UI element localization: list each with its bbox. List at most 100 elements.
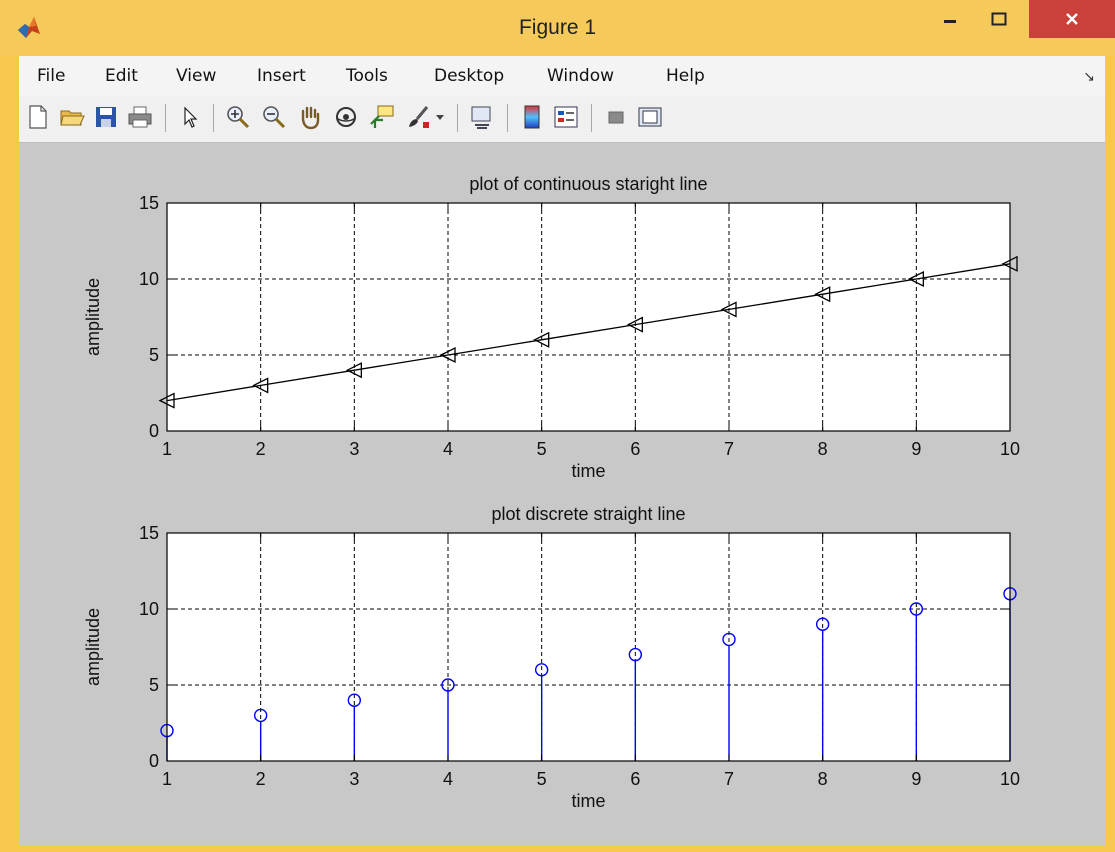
x-tick-label: 8 [818, 439, 828, 459]
maximize-icon [991, 12, 1007, 26]
menu-view[interactable]: View [176, 66, 217, 86]
pan-hand-icon [301, 106, 320, 130]
plots-svg: 1 2 3 4 5 6 7 8 9 10 0 5 10 15 plot of continuous star… [83, 174, 1020, 811]
close-button[interactable] [1029, 0, 1115, 38]
y-axis-label: amplitude [83, 278, 103, 356]
x-tick-label: 1 [162, 769, 172, 789]
x-tick-label: 5 [537, 769, 547, 789]
save-button[interactable] [91, 102, 121, 132]
triangle-marker [439, 346, 456, 364]
brush-button[interactable] [403, 102, 433, 132]
menu-window[interactable]: Window [547, 66, 615, 86]
menu-help[interactable]: Help [666, 66, 705, 86]
brush-dropdown-icon [436, 115, 444, 120]
dock-arrow-icon[interactable]: ↘ [1083, 68, 1095, 84]
triangle-marker [345, 362, 362, 379]
x-tick-label: 3 [349, 439, 359, 459]
rotate-3d-button[interactable] [331, 102, 361, 132]
figure-client-area: File Edit View Insert Tools Desktop Wind… [19, 56, 1105, 846]
hide-plot-tools-button[interactable] [601, 102, 631, 132]
zoom-in-icon [227, 106, 250, 129]
toolbar-separator [591, 104, 592, 132]
menu-edit[interactable]: Edit [105, 66, 138, 86]
minimize-icon [944, 20, 956, 23]
plot-area [167, 203, 1010, 431]
x-tick-label: 2 [256, 439, 266, 459]
stem-marker [253, 708, 268, 723]
zoom-in-button[interactable] [223, 102, 253, 132]
matlab-logo-icon [16, 14, 42, 40]
colorbar-icon [524, 105, 540, 129]
data-cursor-icon [370, 105, 394, 128]
maximize-button[interactable] [976, 0, 1022, 38]
y-tick-label: 10 [139, 269, 159, 289]
triangle-marker [720, 301, 737, 318]
x-tick-label: 10 [1000, 769, 1020, 789]
x-tick-label: 4 [443, 769, 453, 789]
axes-1: 1 2 3 4 5 6 7 8 9 10 0 5 10 15 plot of continuous star… [83, 174, 1020, 481]
print-icon [128, 106, 152, 128]
edit-plot-button[interactable] [175, 102, 205, 132]
menu-desktop[interactable]: Desktop [434, 66, 505, 86]
link-plot-button[interactable] [467, 102, 497, 132]
menu-tools[interactable]: Tools [346, 66, 388, 86]
legend-button[interactable] [551, 102, 581, 132]
x-tick-label: 6 [630, 439, 640, 459]
menu-insert[interactable]: Insert [257, 66, 306, 86]
open-file-icon [60, 110, 85, 126]
x-tick-label: 3 [349, 769, 359, 789]
axes-frame [166, 532, 1011, 762]
data-cursor-button[interactable] [367, 102, 397, 132]
figure-toolbar [19, 96, 1105, 143]
x-tick-label: 8 [818, 769, 828, 789]
x-tick-label: 2 [256, 769, 266, 789]
y-tick-label: 5 [149, 345, 159, 365]
show-plot-tools-icon [638, 107, 662, 127]
menu-bar: File Edit View Insert Tools Desktop Wind… [19, 56, 1105, 96]
title-bar[interactable]: Figure 1 [0, 0, 1115, 56]
toolbar-separator [507, 104, 508, 132]
legend-icon [554, 106, 578, 128]
open-file-button[interactable] [57, 102, 87, 132]
triangle-marker [252, 377, 269, 394]
toolbar-separator [213, 104, 214, 132]
chart-title: plot of continuous staright line [469, 174, 707, 194]
x-tick-label: 9 [911, 439, 921, 459]
x-axis-label: time [571, 791, 605, 811]
menu-file[interactable]: File [37, 66, 66, 86]
stem-marker [441, 678, 455, 692]
zoom-out-button[interactable] [259, 102, 289, 132]
pan-button[interactable] [295, 102, 325, 132]
toolbar-separator [165, 104, 166, 132]
stem-marker [722, 632, 736, 647]
chart-title: plot discrete straight line [491, 504, 685, 524]
y-tick-label: 0 [149, 751, 159, 771]
show-plot-tools-button[interactable] [635, 102, 665, 132]
y-tick-label: 5 [149, 675, 159, 695]
new-figure-button[interactable] [23, 102, 53, 132]
triangle-marker [814, 286, 831, 303]
toolbar-separator [457, 104, 458, 132]
minimize-button[interactable] [928, 0, 972, 38]
triangle-marker [907, 270, 924, 288]
edit-plot-arrow-icon [184, 106, 198, 128]
close-icon [1066, 13, 1078, 25]
hide-plot-tools-icon [608, 111, 624, 124]
figure-canvas: 1 2 3 4 5 6 7 8 9 10 0 5 10 15 plot of continuous star… [19, 143, 1105, 846]
new-figure-icon [29, 105, 47, 129]
brush-dropdown-button[interactable] [431, 102, 449, 132]
y-tick-label: 15 [139, 523, 159, 543]
x-tick-label: 7 [724, 769, 734, 789]
triangle-marker [533, 331, 550, 348]
plot-area [167, 533, 1010, 761]
stem-marker [347, 693, 362, 707]
axes-2: 1 2 3 4 5 6 7 8 9 10 0 5 10 15 plot discrete straight … [83, 504, 1020, 811]
link-plot-icon [471, 106, 491, 129]
triangle-marker [626, 316, 643, 333]
colorbar-button[interactable] [517, 102, 547, 132]
print-button[interactable] [125, 102, 155, 132]
y-tick-label: 0 [149, 421, 159, 441]
axes-frame [166, 202, 1011, 432]
stem-marker [815, 617, 830, 631]
